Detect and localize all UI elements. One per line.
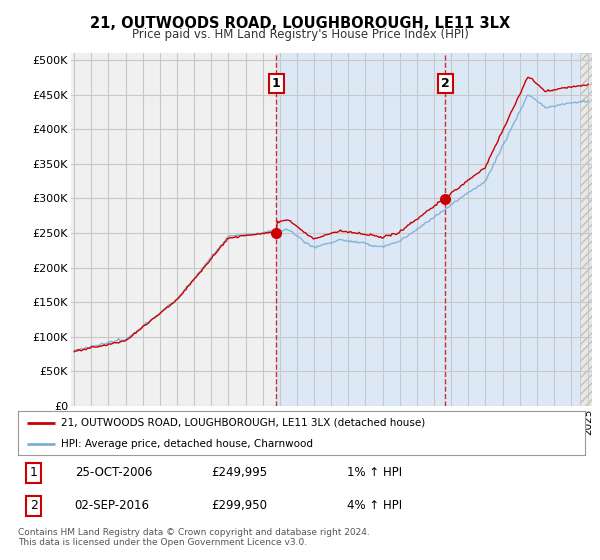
Text: 2: 2 [441,77,450,90]
Text: HPI: Average price, detached house, Charnwood: HPI: Average price, detached house, Char… [61,439,313,449]
Bar [580,53,600,406]
Text: 2: 2 [30,500,38,512]
Text: 02-SEP-2016: 02-SEP-2016 [75,500,150,512]
Bar [445,53,580,406]
Text: 25-OCT-2006: 25-OCT-2006 [75,466,152,479]
Bar [276,53,445,406]
Text: Contains HM Land Registry data © Crown copyright and database right 2024.
This d: Contains HM Land Registry data © Crown c… [18,528,370,547]
Text: 4% ↑ HPI: 4% ↑ HPI [347,500,402,512]
Text: 1: 1 [272,77,281,90]
Text: Price paid vs. HM Land Registry's House Price Index (HPI): Price paid vs. HM Land Registry's House … [131,28,469,41]
Text: 21, OUTWOODS ROAD, LOUGHBOROUGH, LE11 3LX (detached house): 21, OUTWOODS ROAD, LOUGHBOROUGH, LE11 3L… [61,418,425,428]
Text: £299,950: £299,950 [211,500,267,512]
Text: £249,995: £249,995 [211,466,267,479]
Bar [57,53,276,406]
Text: 1: 1 [30,466,38,479]
Text: 21, OUTWOODS ROAD, LOUGHBOROUGH, LE11 3LX: 21, OUTWOODS ROAD, LOUGHBOROUGH, LE11 3L… [90,16,510,31]
Text: 1% ↑ HPI: 1% ↑ HPI [347,466,402,479]
